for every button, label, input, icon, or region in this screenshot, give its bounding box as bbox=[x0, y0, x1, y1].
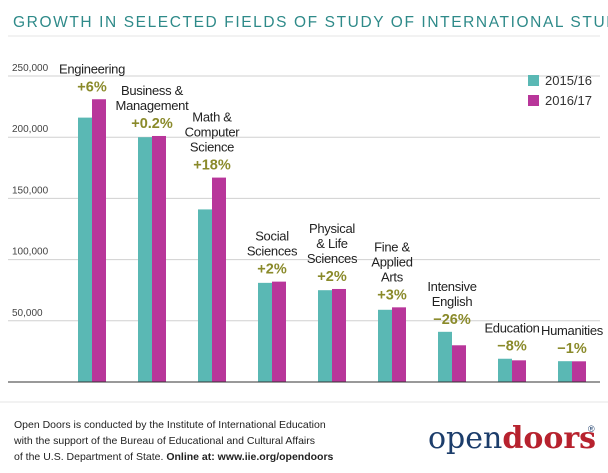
bar-2016-17 bbox=[572, 361, 586, 382]
y-tick-label: 200,000 bbox=[12, 124, 49, 135]
bar-2016-17 bbox=[152, 135, 166, 382]
percent-change-label: −1% bbox=[557, 341, 587, 357]
bar-2015-16 bbox=[198, 209, 212, 382]
y-tick-label: 250,000 bbox=[12, 63, 49, 74]
logo-open: open bbox=[428, 421, 502, 456]
y-tick-label: 50,000 bbox=[12, 308, 43, 319]
legend: 2015/16 2016/17 bbox=[528, 73, 592, 108]
footer-line-3: of the U.S. Department of State. Online … bbox=[14, 451, 334, 463]
category-label: Arts bbox=[381, 269, 404, 284]
footer-line-1: Open Doors is conducted by the Institute… bbox=[14, 419, 326, 431]
chart-title: GROWTH IN SELECTED FIELDS OF STUDY OF IN… bbox=[13, 14, 608, 31]
percent-change-label: −8% bbox=[497, 339, 527, 355]
category-label: Applied bbox=[371, 254, 412, 269]
category-label: English bbox=[432, 294, 473, 309]
bar-2016-17 bbox=[92, 99, 106, 383]
category-label: Sciences bbox=[307, 251, 358, 266]
y-tick-label: 150,000 bbox=[12, 185, 49, 196]
category-label: Sciences bbox=[247, 244, 298, 259]
category-label: Engineering bbox=[59, 61, 125, 76]
category-label: Computer bbox=[185, 125, 241, 140]
bar-2016-17 bbox=[392, 307, 406, 382]
percent-change-label: +2% bbox=[317, 269, 347, 285]
bar-2016-17 bbox=[512, 360, 526, 382]
bar-2015-16 bbox=[378, 309, 392, 382]
category-label: & Life bbox=[316, 236, 348, 251]
percent-change-label: +2% bbox=[257, 262, 287, 278]
legend-label: 2015/16 bbox=[545, 73, 592, 88]
bar-2015-16 bbox=[138, 137, 152, 382]
percent-change-label: +6% bbox=[77, 79, 107, 95]
bar-2016-17 bbox=[332, 288, 346, 382]
category-label: Fine & bbox=[374, 239, 410, 254]
bar-2016-17 bbox=[452, 345, 466, 382]
category-label: Education bbox=[484, 321, 539, 336]
bar-2015-16 bbox=[498, 358, 512, 382]
bars bbox=[78, 99, 586, 383]
category-label: Social bbox=[255, 229, 289, 244]
footer-line-3-prefix: of the U.S. Department of State. bbox=[14, 451, 166, 463]
category-labels: +6% Engineering +0.2% Business &Management +… bbox=[59, 61, 604, 357]
logo-registered-mark: ® bbox=[588, 424, 595, 434]
footer: Open Doors is conducted by the Institute… bbox=[13, 419, 334, 463]
bar-2016-17 bbox=[272, 281, 286, 382]
y-tick-label: 100,000 bbox=[12, 247, 49, 258]
y-axis-ticks: 50,000 100,000 150,000 200,000 250,000 bbox=[12, 63, 49, 319]
bar-2015-16 bbox=[438, 331, 452, 382]
percent-change-label: +18% bbox=[193, 158, 231, 174]
category-label: Business & bbox=[121, 83, 184, 98]
category-label: Intensive bbox=[427, 279, 476, 294]
svg-text:opendoors: opendoors bbox=[428, 421, 596, 456]
percent-change-label: −26% bbox=[433, 312, 471, 328]
bar-2015-16 bbox=[318, 290, 332, 382]
grid bbox=[8, 75, 600, 322]
bar-2015-16 bbox=[78, 117, 92, 382]
legend-swatch bbox=[528, 75, 539, 86]
category-label: Management bbox=[116, 98, 190, 113]
percent-change-label: +0.2% bbox=[131, 116, 173, 132]
bar-2015-16 bbox=[558, 361, 572, 382]
category-label: Humanities bbox=[541, 323, 604, 338]
legend-label: 2016/17 bbox=[545, 93, 592, 108]
logo-doors: doors bbox=[502, 421, 596, 456]
opendoors-logo: opendoors ® bbox=[428, 421, 596, 456]
category-label: Science bbox=[190, 140, 234, 155]
category-label: Math & bbox=[192, 110, 232, 125]
bar-2016-17 bbox=[212, 177, 226, 382]
legend-swatch bbox=[528, 95, 539, 106]
category-label: Physical bbox=[309, 221, 355, 236]
footer-website: Online at: www.iie.org/opendoors bbox=[166, 451, 333, 463]
footer-line-2: with the support of the Bureau of Educat… bbox=[13, 435, 315, 447]
percent-change-label: +3% bbox=[377, 287, 407, 303]
bar-2015-16 bbox=[258, 282, 272, 382]
